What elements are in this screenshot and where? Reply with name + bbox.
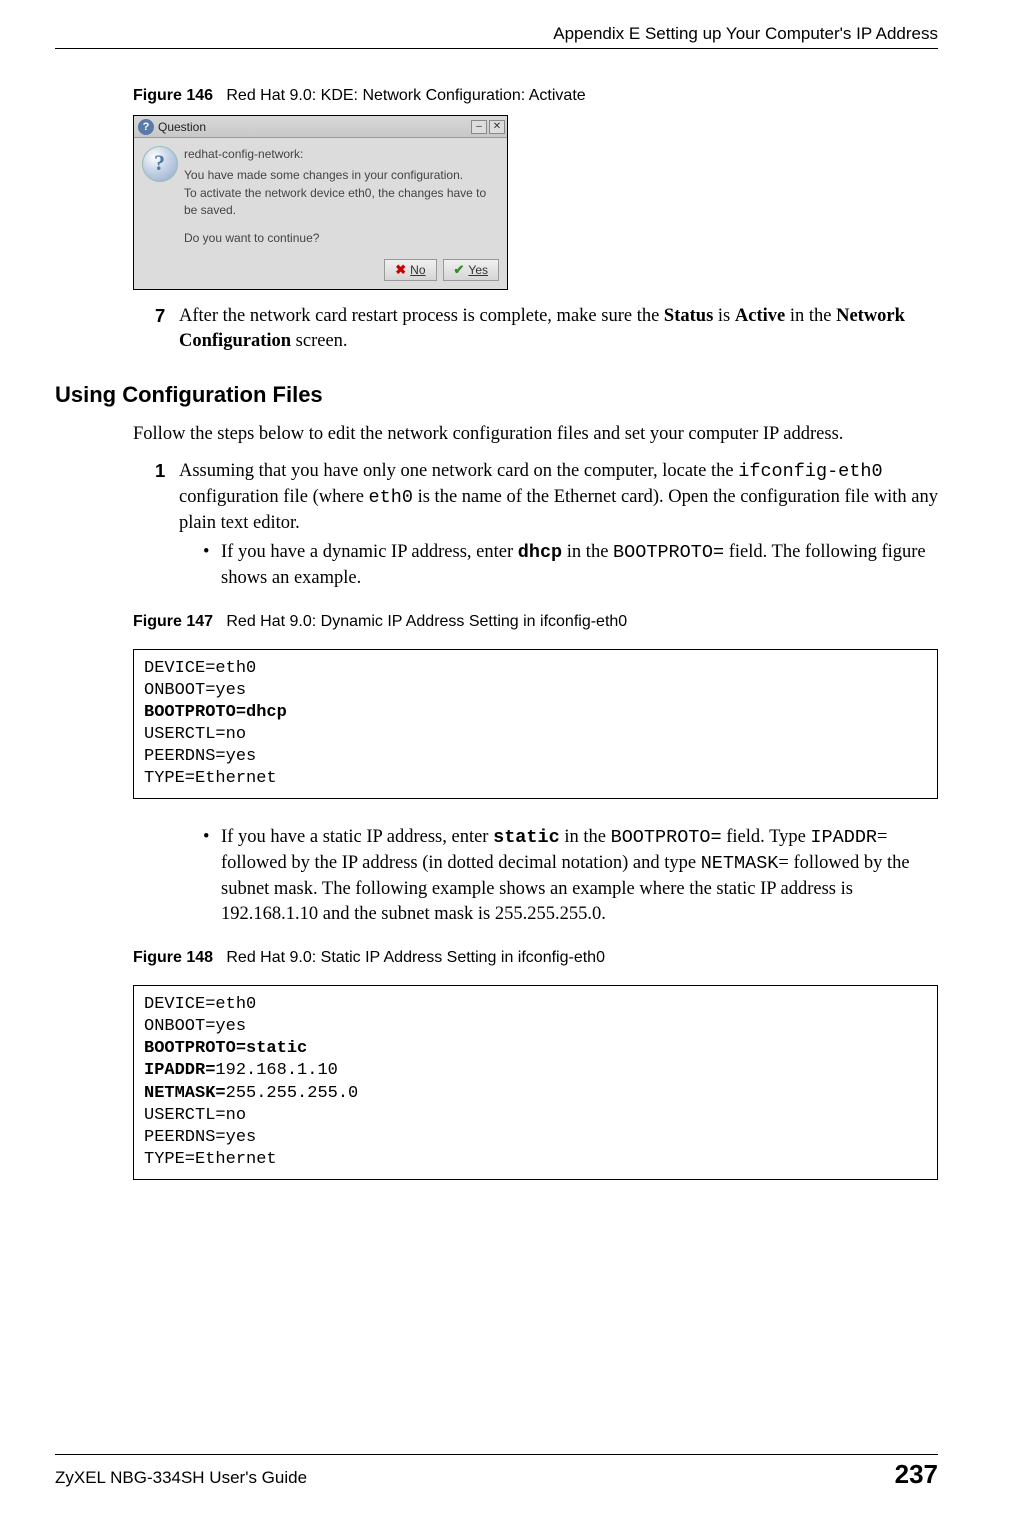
- no-button[interactable]: ✖ No: [384, 259, 436, 281]
- question-title-icon: ?: [138, 119, 154, 135]
- step-1: 1 Assuming that you have only one networ…: [155, 459, 938, 591]
- kde-question-dialog: ? Question – ✕ redhat-config-network: Yo…: [133, 115, 508, 290]
- step-1-text: Assuming that you have only one network …: [179, 459, 938, 591]
- step-7-number: 7: [155, 304, 179, 354]
- bullet-static-ip: If you have a static IP address, enter s…: [203, 825, 938, 927]
- dialog-title: Question: [158, 120, 469, 134]
- check-icon: ✔: [454, 262, 465, 278]
- figure-147-text: Red Hat 9.0: Dynamic IP Address Setting …: [226, 613, 627, 630]
- footer-doc-title: ZyXEL NBG-334SH User's Guide: [55, 1468, 307, 1488]
- dialog-source: redhat-config-network:: [184, 146, 497, 163]
- code-block-147: DEVICE=eth0 ONBOOT=yes BOOTPROTO=dhcp US…: [133, 649, 938, 800]
- running-header: Appendix E Setting up Your Computer's IP…: [55, 24, 938, 44]
- intro-paragraph: Follow the steps below to edit the netwo…: [133, 422, 938, 447]
- dialog-titlebar: ? Question – ✕: [134, 116, 507, 138]
- bullet-dynamic-ip: If you have a dynamic IP address, enter …: [203, 540, 938, 591]
- section-heading: Using Configuration Files: [55, 382, 938, 408]
- step-7-text: After the network card restart process i…: [179, 304, 938, 354]
- header-rule: [55, 48, 938, 49]
- step-7: 7 After the network card restart process…: [155, 304, 938, 354]
- minimize-icon[interactable]: –: [471, 120, 487, 134]
- dialog-message: redhat-config-network: You have made som…: [184, 146, 497, 247]
- figure-146-text: Red Hat 9.0: KDE: Network Configuration:…: [226, 87, 585, 104]
- dialog-line-3: To activate the network device eth0, the…: [184, 185, 497, 220]
- yes-button[interactable]: ✔ Yes: [443, 259, 499, 281]
- no-button-label: No: [410, 263, 425, 277]
- dialog-line-2: You have made some changes in your confi…: [184, 167, 497, 184]
- figure-148-caption: Figure 148 Red Hat 9.0: Static IP Addres…: [133, 949, 938, 967]
- question-icon: [142, 146, 178, 182]
- dialog-body: redhat-config-network: You have made som…: [134, 138, 507, 253]
- figure-147-caption: Figure 147 Red Hat 9.0: Dynamic IP Addre…: [133, 613, 938, 631]
- figure-146-caption: Figure 146 Red Hat 9.0: KDE: Network Con…: [133, 87, 938, 105]
- figure-148-label: Figure 148: [133, 949, 213, 966]
- figure-146-label: Figure 146: [133, 87, 213, 104]
- yes-button-label: Yes: [468, 263, 488, 277]
- figure-147-label: Figure 147: [133, 613, 213, 630]
- page-number: 237: [895, 1459, 938, 1490]
- figure-148-text: Red Hat 9.0: Static IP Address Setting i…: [226, 949, 605, 966]
- close-icon[interactable]: ✕: [489, 120, 505, 134]
- step-1-number: 1: [155, 459, 179, 591]
- dialog-buttons: ✖ No ✔ Yes: [134, 253, 507, 289]
- dialog-line-4: Do you want to continue?: [184, 230, 497, 247]
- footer-rule: [55, 1454, 938, 1455]
- code-block-148: DEVICE=eth0 ONBOOT=yes BOOTPROTO=static …: [133, 985, 938, 1180]
- cancel-x-icon: ✖: [395, 262, 406, 278]
- page-footer: ZyXEL NBG-334SH User's Guide 237: [55, 1454, 938, 1490]
